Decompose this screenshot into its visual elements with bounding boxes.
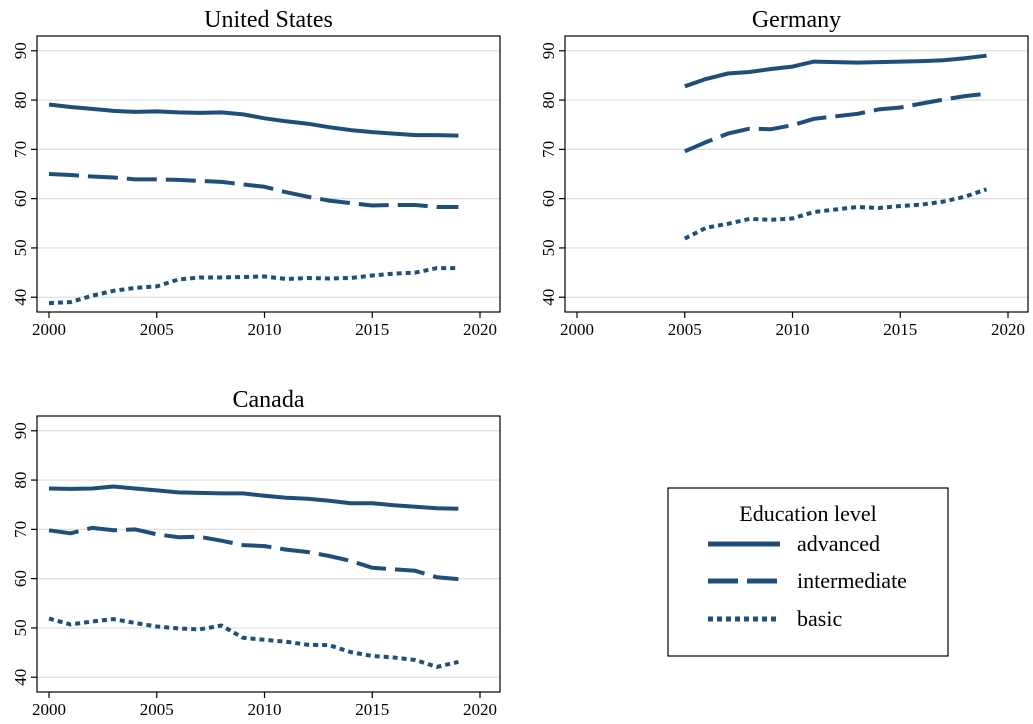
y-tick-label: 50	[11, 619, 30, 636]
y-tick-label: 80	[11, 472, 30, 489]
chart-panel: 40 50 60 70 80 90 2000 2005 2010 2015 2020 Canada	[11, 387, 501, 719]
x-tick-label: 2005	[668, 320, 702, 339]
y-tick-label: 40	[11, 669, 30, 686]
y-tick-label: 70	[11, 521, 30, 538]
legend-frame	[667, 487, 949, 657]
y-tick-label: 70	[539, 141, 558, 158]
y-tick-label: 50	[11, 239, 30, 256]
x-tick-label: 2015	[355, 700, 389, 719]
y-tick-label: 90	[11, 422, 30, 439]
plot-frame	[564, 35, 1029, 313]
x-tick-label: 2005	[140, 320, 174, 339]
panel-title: United States	[204, 7, 333, 33]
panel-title: Canada	[233, 387, 305, 413]
y-tick-label: 90	[539, 42, 558, 59]
chart-panel: 40 50 60 70 80 90 2000 2005 2010 2015 2020 Germany	[539, 7, 1029, 339]
y-tick-label: 60	[11, 190, 30, 207]
y-tick-label: 70	[11, 141, 30, 158]
x-tick-label: 2010	[248, 700, 282, 719]
x-tick-label: 2015	[355, 320, 389, 339]
legend-label: intermediate	[797, 568, 907, 593]
y-tick-label: 80	[11, 92, 30, 109]
series-line-intermediate	[48, 172, 459, 209]
y-tick-label: 60	[539, 190, 558, 207]
x-tick-label: 2005	[140, 700, 174, 719]
series-line-basic	[683, 187, 988, 241]
y-tick-label: 90	[11, 42, 30, 59]
y-tick-label: 50	[539, 239, 558, 256]
series-line-basic	[48, 266, 459, 306]
plot-frame	[36, 35, 501, 313]
x-tick-label: 2000	[32, 700, 66, 719]
x-tick-label: 2000	[560, 320, 594, 339]
series-line-basic	[48, 616, 459, 669]
series-line-intermediate	[684, 91, 987, 154]
series-line-intermediate	[48, 525, 459, 582]
y-tick-label: 60	[11, 570, 30, 587]
x-tick-label: 2010	[248, 320, 282, 339]
y-tick-label: 80	[539, 92, 558, 109]
x-tick-label: 2020	[991, 320, 1025, 339]
panels-group: 40 50 60 70 80 90 2000 2005 2010 2015 2020 United S…	[11, 7, 1029, 719]
legend-entries: advanced intermediate basic	[708, 531, 907, 631]
series-line-advanced	[48, 484, 459, 511]
x-tick-label: 2020	[463, 320, 497, 339]
x-tick-label: 2010	[776, 320, 810, 339]
x-tick-label: 2020	[463, 700, 497, 719]
plot-frame	[36, 415, 501, 693]
x-tick-label: 2000	[32, 320, 66, 339]
chart-panel: 40 50 60 70 80 90 2000 2005 2010 2015 2020 United S…	[11, 7, 501, 339]
legend-label: basic	[797, 606, 842, 631]
series-line-advanced	[684, 53, 987, 89]
y-tick-label: 40	[11, 289, 30, 306]
y-tick-label: 40	[539, 289, 558, 306]
legend-title: Education level	[739, 501, 876, 526]
x-tick-label: 2015	[883, 320, 917, 339]
legend: Education level advanced intermediate basi…	[667, 487, 949, 657]
legend-label: advanced	[797, 531, 880, 556]
series-line-advanced	[48, 102, 459, 138]
panel-title: Germany	[752, 7, 841, 33]
